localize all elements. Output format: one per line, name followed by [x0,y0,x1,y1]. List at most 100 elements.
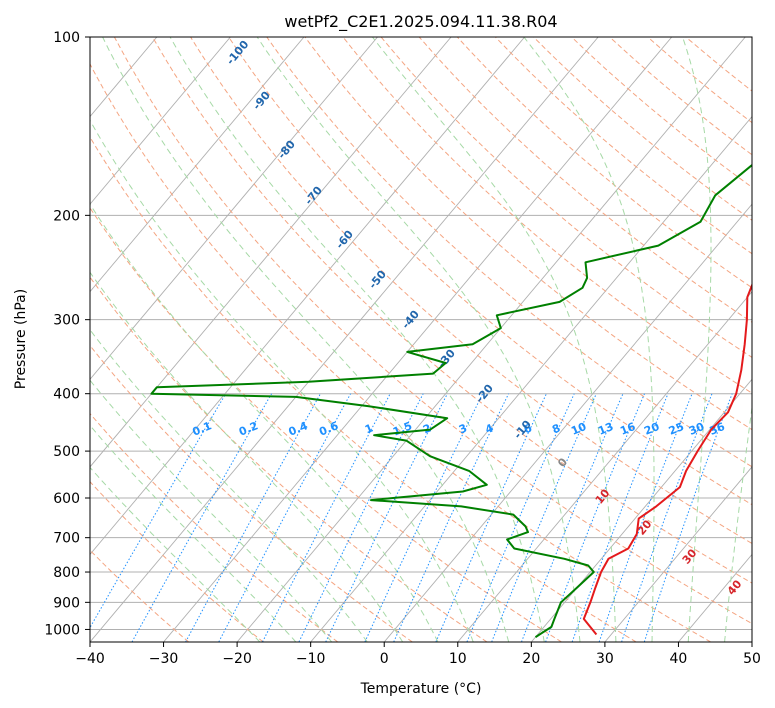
dry-adiabat [90,207,562,642]
mixing-ratio-label: 16 [618,420,637,438]
moist-adiabat-lines [90,37,752,642]
dry-adiabat [495,37,752,255]
plot-frame [89,36,753,643]
mixing-ratio-line [521,393,624,642]
x-tick-label: −30 [149,651,179,667]
moist-adiabat [90,119,474,642]
dry-adiabat [190,37,752,545]
x-tick-label: 50 [743,651,761,667]
mixing-ratio-line [131,393,273,642]
moist-adiabat [90,379,333,642]
mixing-ratio-label: 36 [708,420,727,438]
mixing-ratio-line [218,393,352,642]
isotherm-line [383,203,752,642]
x-tick-label: −40 [75,651,105,667]
guide-labels: 0.1 0.2 0.4 0.6 1 1.5 2 3 4 6 8 10 13 16 20 25 30 36-100-… [191,38,745,598]
dry-adiabat [418,37,752,323]
moist-adiabat [372,37,617,642]
y-tick-label: 400 [53,387,80,403]
x-tick-label: −10 [296,651,326,667]
mixing-ratio-label: 3 [457,421,469,436]
x-axis-label: Temperature (°C) [360,681,482,697]
dry-adiabat [380,37,752,358]
mixing-ratio-line [571,393,669,642]
dry-adiabat-label: 10 [593,486,613,506]
mixing-ratio-label: 8 [550,421,562,436]
x-tick-label: 10 [449,651,467,667]
mixing-ratio-lines [90,393,733,642]
dry-adiabat [342,37,752,394]
y-tick-label: 600 [53,491,80,507]
dry-adiabat [90,344,413,642]
dry-adiabat-lines [90,37,752,642]
moist-adiabat [90,466,261,642]
moist-adiabat [682,37,712,642]
mixing-ratio-label: 13 [596,420,615,438]
mixing-ratio-label: 0.4 [287,419,310,438]
x-tick-label: −20 [222,651,252,667]
mixing-ratio-line [435,393,547,642]
isotherm-line [604,466,752,642]
dry-adiabat-label: -40 [399,308,422,332]
dry-adiabat-label: -20 [473,382,496,406]
mixing-ratio-label: 10 [569,420,588,438]
moist-adiabat [102,37,510,642]
dry-adiabat [685,37,752,92]
mixing-ratio-label: 0.2 [237,419,260,438]
dry-adiabat [533,37,752,221]
dry-adiabat [228,37,752,506]
isotherm-line [236,37,746,642]
moist-adiabat [169,37,545,642]
mixing-ratio-label: 0.1 [191,419,214,438]
mixing-ratio-label: 30 [687,420,706,438]
isotherm-line [90,37,231,205]
dry-adiabat-label: -100 [224,38,252,68]
mixing-ratio-line [185,393,321,642]
mixing-ratio-label: 1 [363,421,375,436]
isotherm-line [0,37,10,642]
mixing-ratio-line [491,393,597,642]
moist-adiabat [256,37,581,642]
isobar-lines [90,37,752,630]
y-tick-label: 100 [53,30,80,46]
y-tick-label: 500 [53,444,80,460]
moist-adiabat [90,271,404,642]
dry-adiabat [152,37,752,584]
isotherm-lines [0,37,752,642]
x-axis: −40 −30 −20 −10 0 10 20 30 40 50 [75,642,761,667]
y-tick-label: 300 [53,313,80,329]
dry-adiabat-label: -80 [275,138,298,162]
dry-adiabat [90,276,488,642]
dry-adiabat-label: -90 [250,89,273,113]
background-guides: 0.1 0.2 0.4 0.6 1 1.5 2 3 4 6 8 10 13 16 20 25 30 36-100-… [0,37,752,642]
dewpoint-profile-line [150,163,752,638]
dry-adiabat [304,37,752,431]
dry-adiabat-label: -60 [333,228,356,252]
dry-adiabat-label: -50 [366,268,389,292]
y-tick-label: 1000 [44,622,80,638]
y-tick-label: 700 [53,531,80,547]
dry-adiabat [571,37,752,188]
mixing-ratio-line [298,393,424,642]
dry-adiabat [90,136,637,642]
temperature-profile-line [582,282,752,636]
y-tick-label: 800 [53,565,80,581]
y-axis-label: Pressure (hPa) [13,289,29,389]
isotherm-line [457,291,752,642]
profile-series [150,163,752,638]
x-tick-label: 40 [670,651,688,667]
dry-adiabat [90,63,712,642]
isotherm-line [90,37,305,293]
dry-adiabat [266,37,752,468]
dry-adiabat [90,480,264,642]
isotherm-line [90,37,525,556]
moist-adiabat [724,403,752,642]
dry-adiabat [456,37,752,289]
x-tick-label: 20 [522,651,540,667]
isotherm-line [751,641,752,642]
isotherm-line [310,115,752,642]
dry-adiabat [113,37,752,625]
moist-adiabat [90,203,439,642]
chart-title: wetPf2_C2E1.2025.094.11.38.R04 [284,12,557,32]
mixing-ratio-label: 20 [642,420,661,438]
